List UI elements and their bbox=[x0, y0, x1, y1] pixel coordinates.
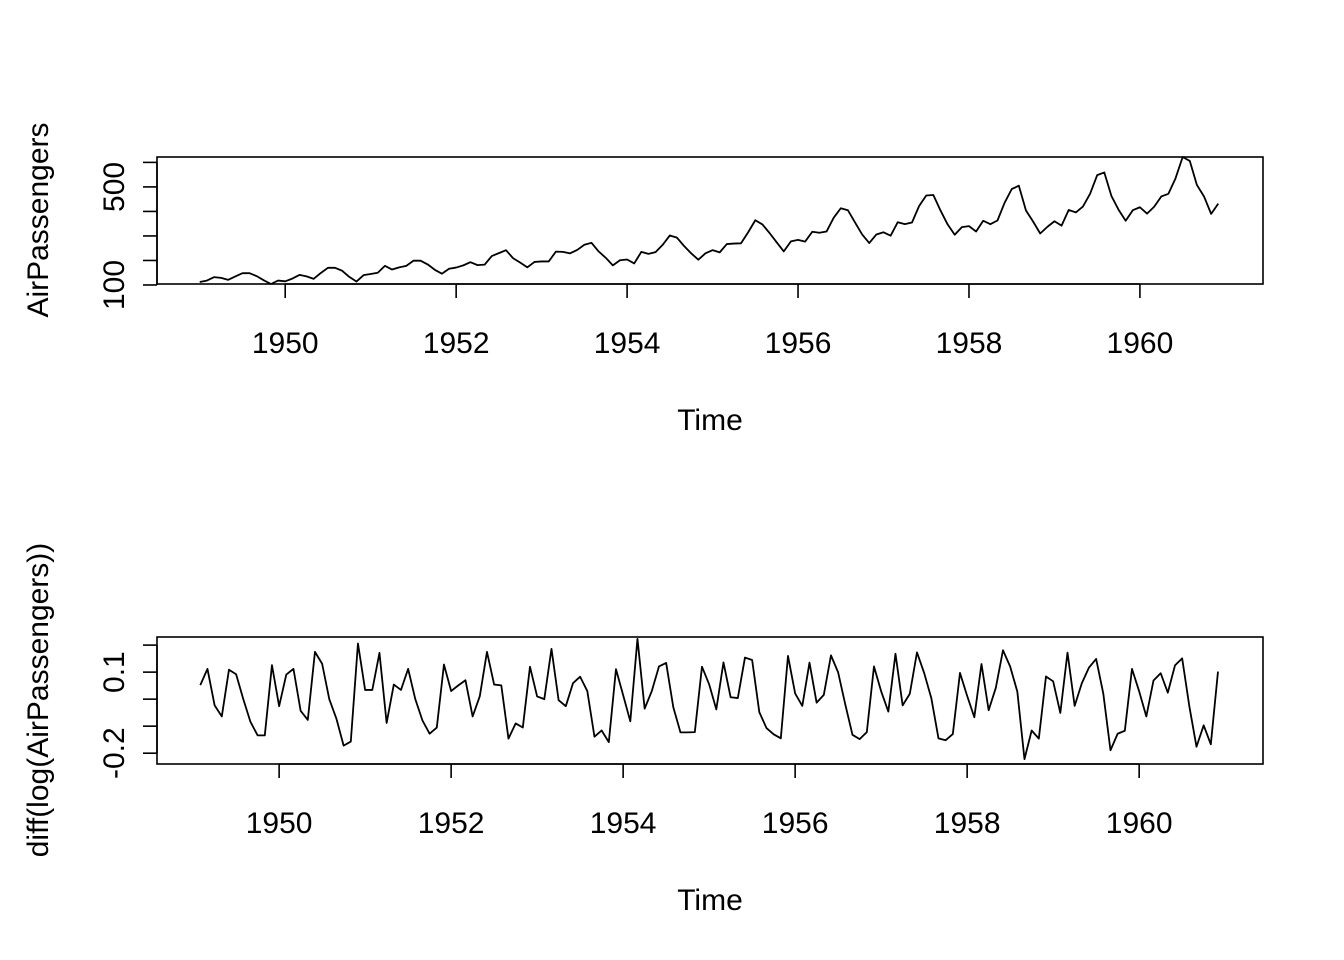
x-tick-label: 1958 bbox=[936, 327, 1003, 360]
plot-frame bbox=[156, 636, 1264, 765]
panel-diff-log-airpassengers: 1950 1952 1954 1956 1958 1960 -0.2 0.1 Time dif… bbox=[22, 543, 1264, 917]
panel-airpassengers: 1950 1952 1954 1956 1958 1960 100 500 Time AirP… bbox=[22, 122, 1264, 437]
series-line bbox=[199, 637, 1219, 761]
x-tick-label: 1950 bbox=[246, 807, 313, 840]
y-tick-label: 500 bbox=[98, 162, 131, 212]
x-tick-label: 1952 bbox=[423, 327, 490, 360]
plot-marks: 1950 1952 1954 1956 1958 1960 100 500 bbox=[98, 156, 1220, 360]
x-tick-label: 1960 bbox=[1107, 327, 1174, 360]
x-tick-label: 1954 bbox=[594, 327, 661, 360]
y-axis-title: diff(log(AirPassengers)) bbox=[22, 543, 55, 858]
x-tick-label: 1958 bbox=[934, 807, 1001, 840]
x-tick-label: 1960 bbox=[1106, 807, 1173, 840]
x-tick-label: 1956 bbox=[765, 327, 832, 360]
x-tick-label: 1950 bbox=[252, 327, 319, 360]
x-axis-title: Time bbox=[677, 884, 743, 917]
y-axis-title: AirPassengers bbox=[22, 122, 55, 317]
x-tick-label: 1954 bbox=[590, 807, 657, 840]
series-line bbox=[199, 156, 1220, 285]
y-tick-label: 100 bbox=[98, 260, 131, 310]
x-tick-label: 1956 bbox=[762, 807, 829, 840]
plot-marks: 1950 1952 1954 1956 1958 1960 -0.2 0.1 bbox=[98, 637, 1219, 840]
x-axis-title: Time bbox=[677, 404, 743, 437]
x-tick-label: 1952 bbox=[418, 807, 485, 840]
y-tick-label: -0.2 bbox=[98, 727, 131, 779]
y-tick-label: 0.1 bbox=[98, 651, 131, 693]
